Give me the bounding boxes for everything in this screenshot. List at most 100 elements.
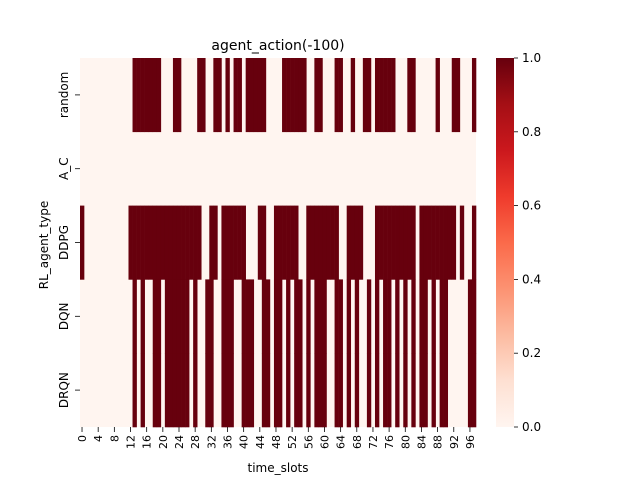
heatmap-cell <box>383 205 388 280</box>
heatmap-cell <box>132 58 137 133</box>
heatmap-cell <box>411 353 416 428</box>
x-tick-label: 12 <box>125 435 138 449</box>
heatmap-cell <box>338 353 343 428</box>
heatmap-cell <box>156 353 162 428</box>
heatmap-cell <box>265 353 271 428</box>
heatmap-cell <box>156 279 162 354</box>
heatmap-cell <box>395 279 400 354</box>
heatmap-cell <box>407 205 412 280</box>
heatmap-cell <box>156 205 162 280</box>
heatmap-cell <box>282 205 287 280</box>
heatmap-cell <box>193 205 198 280</box>
heatmap-cell <box>427 205 432 280</box>
heatmap-cell <box>144 58 149 133</box>
heatmap-cell <box>128 205 133 280</box>
x-tick-label: 68 <box>351 435 364 449</box>
x-tick-label: 40 <box>238 435 251 449</box>
heatmap-cell <box>294 58 299 133</box>
colorbar-tick-label: 0.8 <box>522 125 541 139</box>
x-tick-label: 4 <box>92 435 105 442</box>
heatmap-cell <box>383 58 388 133</box>
heatmap-cell <box>185 353 190 428</box>
colorbar <box>496 58 514 427</box>
heatmap-cell <box>419 353 424 428</box>
heatmap-cell <box>306 279 311 354</box>
heatmap-cell <box>374 279 380 354</box>
heatmap-cell <box>144 205 149 280</box>
heatmap-cell <box>168 205 174 280</box>
heatmap-cell <box>249 58 255 133</box>
x-tick-label: 28 <box>189 435 202 449</box>
heatmap-cell <box>265 279 271 354</box>
heatmap-cell <box>330 205 335 280</box>
heatmap-cell <box>354 205 360 280</box>
heatmap-cell <box>403 279 408 354</box>
heatmap-cell <box>181 353 186 428</box>
colorbar-tick-label: 1.0 <box>522 51 541 65</box>
heatmap-cell <box>387 58 392 133</box>
heatmap-cell <box>164 205 170 280</box>
heatmap-cell <box>172 353 178 428</box>
heatmap-cell <box>374 205 380 280</box>
heatmap-cell <box>294 205 299 280</box>
heatmap-cell <box>209 205 214 280</box>
heatmap-cell <box>423 279 428 354</box>
heatmap-cell <box>290 205 295 280</box>
heatmap-cell <box>278 205 283 280</box>
heatmap-cell <box>419 279 424 354</box>
heatmap-cell <box>411 205 416 280</box>
x-axis: 0 4 8 12 16 20 24 28 32 36 40 44 48 52 56 60 64 68 72 76 80 8… <box>76 427 477 449</box>
heatmap-cell <box>278 279 283 354</box>
heatmap-cell <box>172 279 178 354</box>
heatmap-cell <box>229 353 234 428</box>
y-tick-label: random <box>57 72 71 119</box>
heatmap-cell <box>257 58 263 133</box>
heatmap-cell <box>423 353 428 428</box>
x-tick-label: 52 <box>286 435 299 449</box>
heatmap-cell <box>459 205 465 280</box>
colorbar-tick-label: 0.2 <box>522 346 541 360</box>
heatmap-cell <box>249 279 255 354</box>
heatmap-cell <box>447 205 453 280</box>
heatmap-cell <box>443 205 449 280</box>
heatmap-cell <box>152 353 158 428</box>
heatmap-cell <box>148 205 154 280</box>
x-tick-label: 80 <box>399 435 412 449</box>
heatmap-cell <box>379 205 384 280</box>
heatmap-cell <box>273 279 279 354</box>
heatmap-cell <box>140 58 145 133</box>
heatmap-cell <box>391 205 396 280</box>
heatmap-cell <box>395 205 400 280</box>
heatmap-cell <box>387 353 392 428</box>
x-tick-label: 20 <box>157 435 170 449</box>
y-tick-label: DDPG <box>57 225 71 260</box>
heatmap-cell <box>286 279 291 354</box>
x-tick-label: 60 <box>318 435 331 449</box>
colorbar-ticks: 0.0 0.2 0.4 0.6 0.8 1.0 <box>514 51 541 434</box>
heatmap-cell <box>273 353 279 428</box>
x-tick-label: 0 <box>76 435 89 442</box>
heatmap-cell <box>278 353 283 428</box>
x-tick-label: 16 <box>141 435 154 449</box>
heatmap-cell <box>205 353 210 428</box>
heatmap-cell <box>366 279 372 354</box>
heatmap-cell <box>164 279 170 354</box>
heatmap-cell <box>471 58 477 133</box>
heatmap-cell <box>168 353 174 428</box>
heatmap-cell <box>338 58 343 133</box>
heatmap-cell <box>374 58 380 133</box>
heatmap-cell <box>229 205 234 280</box>
heatmap-cell <box>334 353 339 428</box>
x-tick-label: 76 <box>383 435 396 449</box>
heatmap-cell <box>334 58 339 133</box>
heatmap-cell <box>326 205 331 280</box>
heatmap-cell <box>233 58 238 133</box>
heatmap-cell <box>407 58 412 133</box>
heatmap-cell <box>225 205 230 280</box>
heatmap-cell <box>451 58 457 133</box>
heatmap-cell <box>176 205 182 280</box>
heatmap-cell <box>261 353 267 428</box>
heatmap-cell <box>282 58 287 133</box>
heatmap-cell <box>253 58 259 133</box>
y-axis-label: RL_agent_type <box>37 201 51 290</box>
